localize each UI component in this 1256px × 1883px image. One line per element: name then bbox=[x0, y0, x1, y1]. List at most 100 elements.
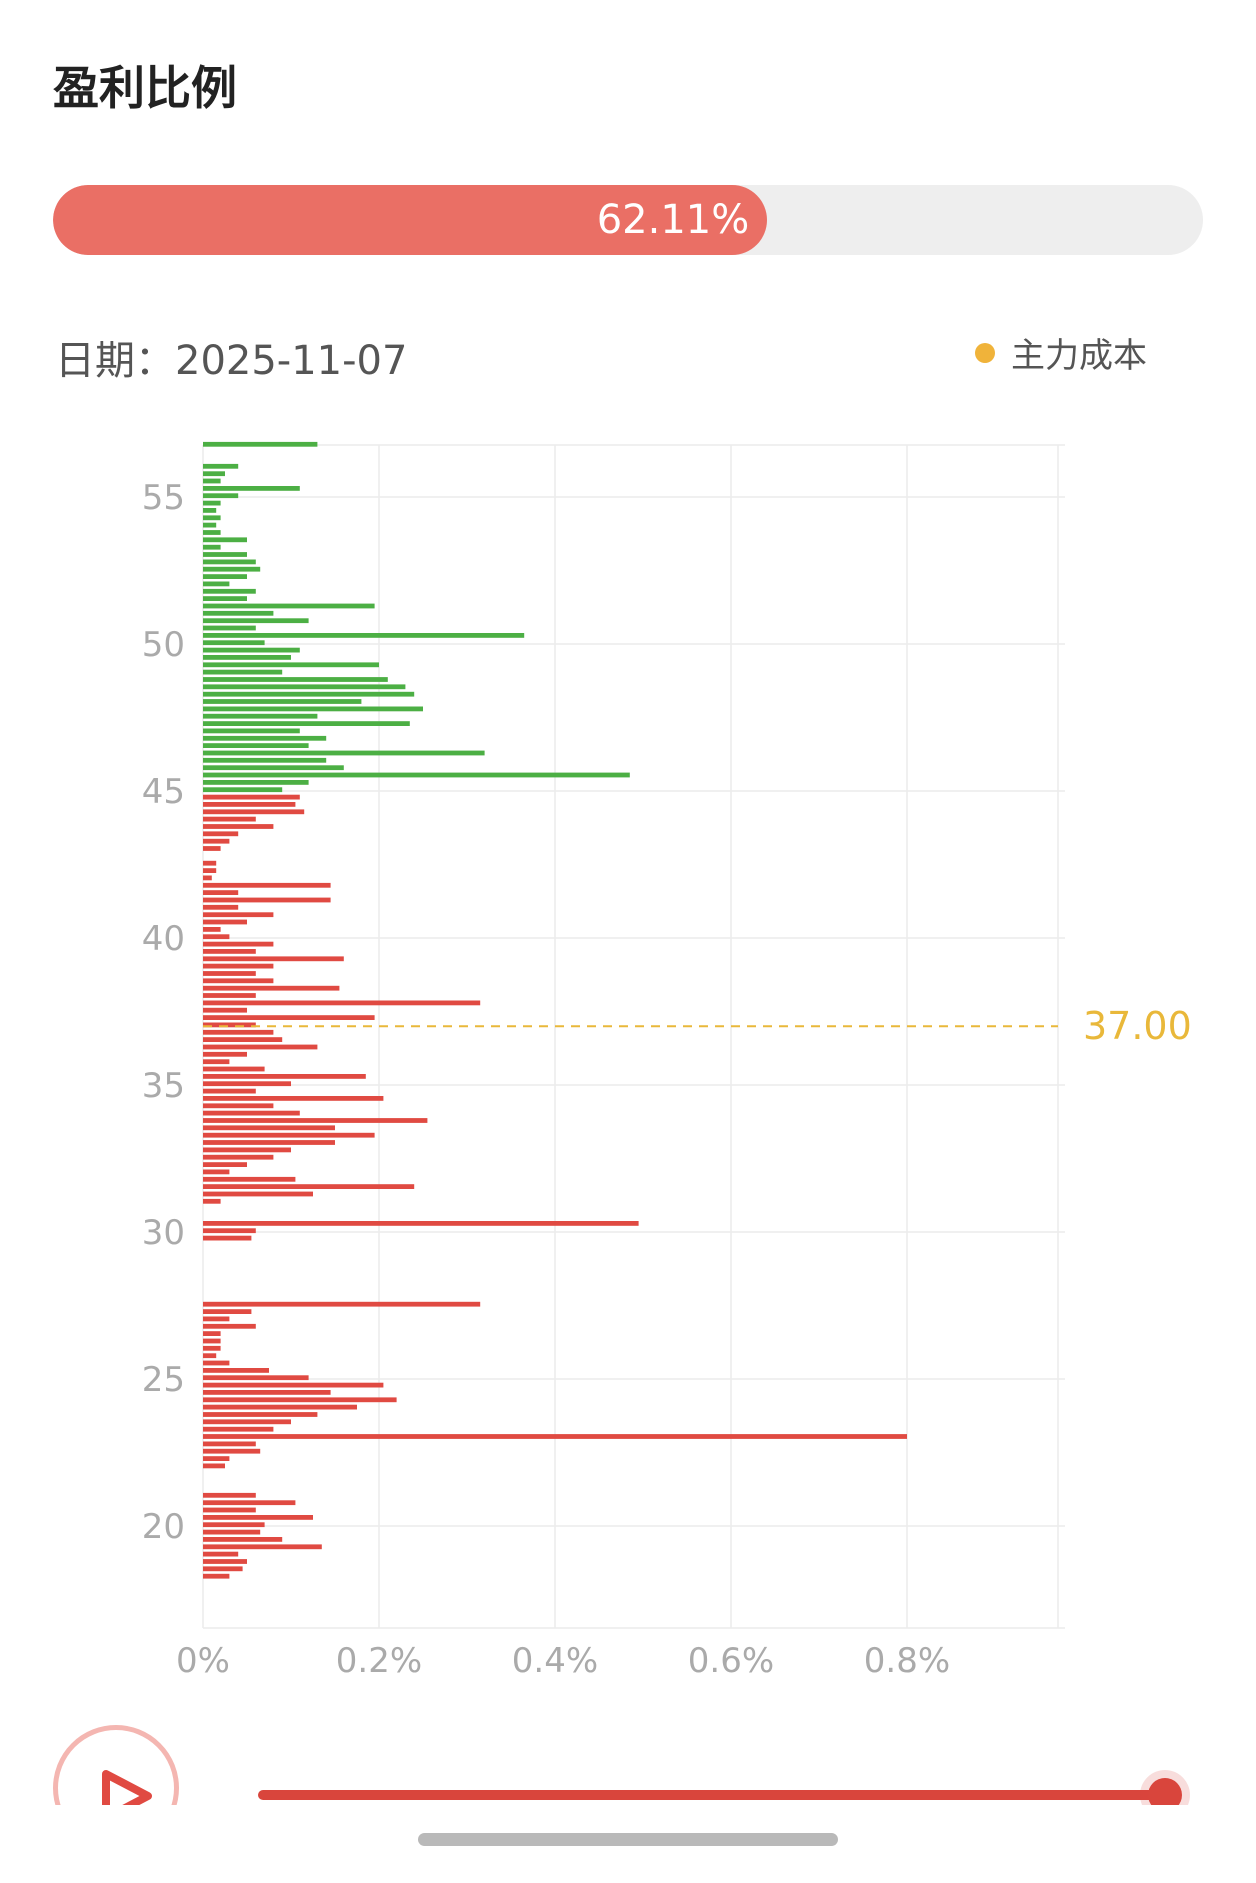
chip-bar bbox=[203, 691, 415, 697]
chip-bar bbox=[203, 802, 296, 807]
chip-bar bbox=[203, 618, 309, 624]
legend: 主力成本 bbox=[975, 328, 1147, 377]
chip-bar bbox=[203, 1066, 265, 1072]
y-tick-label: 50 bbox=[142, 625, 185, 665]
chip-bar bbox=[203, 1331, 221, 1336]
chip-bar bbox=[203, 522, 217, 528]
chip-bar bbox=[203, 735, 327, 741]
chip-bar bbox=[203, 706, 423, 712]
chip-bar bbox=[203, 985, 340, 991]
chip-bar bbox=[203, 508, 217, 513]
y-tick-label: 55 bbox=[142, 478, 185, 518]
chip-bar bbox=[203, 610, 274, 616]
chip-bar bbox=[203, 956, 344, 962]
chip-bar bbox=[203, 1140, 335, 1145]
chip-bar bbox=[203, 757, 327, 763]
x-tick-label: 0.2% bbox=[336, 1641, 422, 1681]
chip-bar bbox=[203, 831, 239, 837]
chip-bar bbox=[203, 1228, 256, 1234]
chip-bar bbox=[203, 1404, 357, 1410]
chip-bar bbox=[203, 838, 230, 844]
chip-bar bbox=[203, 963, 274, 969]
chip-bar bbox=[203, 1176, 296, 1182]
chip-bar bbox=[203, 1463, 225, 1469]
x-tick-label: 0.4% bbox=[512, 1641, 598, 1681]
chip-bar bbox=[203, 1007, 247, 1013]
chip-bar bbox=[203, 824, 274, 829]
chip-bar bbox=[203, 478, 221, 484]
chip-bar bbox=[203, 860, 217, 866]
chip-bar bbox=[203, 1074, 366, 1079]
chip-bar bbox=[203, 1456, 230, 1461]
chip-bar bbox=[203, 1360, 230, 1366]
chip-bar bbox=[203, 1397, 397, 1403]
chip-bar bbox=[203, 559, 256, 565]
chip-bar bbox=[203, 1162, 247, 1167]
y-tick-label: 40 bbox=[142, 919, 185, 959]
chip-bar bbox=[203, 1132, 375, 1138]
chip-bar bbox=[203, 713, 318, 719]
chip-bar bbox=[203, 1110, 300, 1116]
x-tick-label: 0% bbox=[176, 1641, 230, 1681]
chip-bar bbox=[203, 566, 261, 572]
chip-bar bbox=[203, 1198, 221, 1204]
chip-bar bbox=[203, 471, 225, 477]
chip-bar bbox=[203, 1184, 415, 1189]
chip-bar bbox=[203, 1529, 261, 1535]
chip-bar bbox=[203, 1191, 313, 1197]
chip-bar bbox=[203, 1316, 230, 1322]
chip-bar bbox=[203, 463, 239, 469]
chip-bar bbox=[203, 765, 344, 771]
chip-bar bbox=[203, 1154, 274, 1160]
home-indicator[interactable] bbox=[418, 1833, 838, 1846]
chip-bar bbox=[203, 647, 300, 653]
cost-legend-dot-icon bbox=[975, 342, 995, 363]
chip-bar bbox=[203, 904, 239, 910]
chip-bar bbox=[203, 912, 274, 918]
chip-bar bbox=[203, 544, 221, 550]
chip-bar bbox=[203, 1309, 252, 1314]
chip-bar bbox=[203, 868, 217, 873]
chip-bar bbox=[203, 1375, 309, 1381]
chip-bar bbox=[203, 596, 247, 601]
y-tick-label: 30 bbox=[142, 1213, 185, 1253]
chip-bar bbox=[203, 809, 305, 815]
chip-bar bbox=[203, 1390, 331, 1395]
chip-bar bbox=[203, 537, 247, 543]
chip-bar bbox=[203, 993, 256, 998]
chip-bar bbox=[203, 1338, 221, 1344]
chip-bar bbox=[203, 816, 256, 822]
chip-bar bbox=[203, 684, 406, 690]
chip-bar bbox=[203, 882, 331, 888]
chip-bar bbox=[203, 1125, 335, 1131]
chip-bar bbox=[203, 1551, 239, 1557]
chip-bar bbox=[203, 574, 247, 579]
chip-bar bbox=[203, 890, 239, 895]
chip-bar bbox=[203, 625, 256, 631]
profit-ratio-progress: 62.11% bbox=[53, 185, 1203, 255]
chip-bar bbox=[203, 721, 410, 726]
chip-bar bbox=[203, 1323, 256, 1329]
chip-bar bbox=[203, 441, 318, 447]
chip-bar bbox=[203, 949, 256, 954]
chip-bar bbox=[203, 500, 221, 506]
legend-label: 主力成本 bbox=[1011, 336, 1147, 376]
chip-bar bbox=[203, 1059, 230, 1065]
chip-bar bbox=[203, 1434, 907, 1439]
chip-bar bbox=[203, 1235, 252, 1241]
chip-bar bbox=[203, 787, 283, 793]
y-tick-label: 45 bbox=[142, 772, 185, 812]
chip-bar bbox=[203, 1221, 639, 1226]
chip-bar bbox=[203, 1022, 256, 1028]
chip-bar bbox=[203, 530, 221, 535]
chip-bar bbox=[203, 1507, 256, 1513]
chip-bar bbox=[203, 1301, 481, 1307]
progress-label: 62.11% bbox=[596, 197, 750, 243]
date-label: 日期：2025-11-07 bbox=[55, 338, 408, 384]
chip-bar bbox=[203, 794, 300, 800]
timeline-slider-track[interactable] bbox=[258, 1790, 1168, 1800]
chip-bar bbox=[203, 1448, 261, 1454]
chip-bar bbox=[203, 1044, 318, 1050]
chip-bar bbox=[203, 1088, 256, 1094]
chip-bar bbox=[203, 662, 379, 668]
